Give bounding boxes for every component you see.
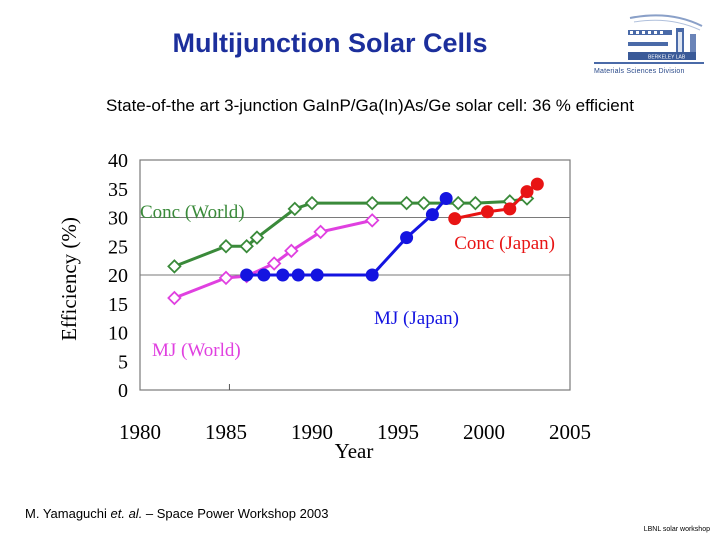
citation-source: – Space Power Workshop 2003 <box>142 506 329 521</box>
point-conc-world-0 <box>167 259 182 274</box>
y-tick-label-5: 5 <box>118 351 128 373</box>
efficiency-chart: 0 5 10 15 20 25 30 35 40 1980 1985 1990 1995 2000 2005… <box>57 150 591 463</box>
citation-etal: et. al. <box>110 506 143 521</box>
point-mj-japan-5 <box>365 268 379 282</box>
slide-subtitle: State-of-the art 3-junction GaInP/Ga(In)… <box>106 96 634 115</box>
point-conc-world-4 <box>287 201 303 217</box>
point-mj-japan-7 <box>425 208 439 222</box>
citation-author: M. Yamaguchi <box>25 506 111 521</box>
point-conc-world-8 <box>416 195 432 211</box>
y-axis-label: Efficiency (%) <box>57 217 81 341</box>
annotation-mj-world: MJ (World) <box>152 340 241 361</box>
point-conc-japan-0 <box>448 212 462 226</box>
logo-caption: Materials Sciences Division <box>594 68 685 75</box>
slide-title: Multijunction Solar Cells <box>172 28 488 58</box>
berkeley-lab-logo: BERKELEY LAB <box>594 14 704 64</box>
y-tick-label-35: 35 <box>108 179 128 201</box>
point-conc-japan-4 <box>530 177 544 191</box>
point-conc-world-10 <box>468 195 483 211</box>
x-tick-label-2005: 2005 <box>549 420 591 444</box>
point-conc-world-2 <box>239 238 254 254</box>
x-tick-label-2000: 2000 <box>463 420 505 444</box>
point-mj-japan-3 <box>291 268 305 282</box>
point-mj-japan-4 <box>310 268 324 282</box>
point-conc-japan-2 <box>503 202 517 216</box>
point-conc-japan-1 <box>480 205 494 219</box>
footer-label: LBNL solar workshop <box>643 526 710 533</box>
point-mj-japan-0 <box>240 268 254 282</box>
annotation-conc-world: Conc (World) <box>140 202 245 223</box>
point-mj-world-6 <box>364 213 380 228</box>
x-tick-label-1995: 1995 <box>377 420 419 444</box>
point-mj-japan-8 <box>439 192 453 206</box>
point-mj-world-0 <box>167 290 182 306</box>
point-conc-world-5 <box>304 195 320 211</box>
point-conc-world-3 <box>249 230 265 245</box>
y-tick-label-10: 10 <box>108 323 128 345</box>
point-conc-world-1 <box>218 238 234 254</box>
y-tick-label-25: 25 <box>108 236 128 258</box>
annotation-conc-japan: Conc (Japan) <box>454 233 555 254</box>
y-tick-label-20: 20 <box>108 265 128 287</box>
x-tick-label-1980: 1980 <box>119 420 161 444</box>
y-tick-label-15: 15 <box>108 294 128 316</box>
point-conc-japan-3 <box>520 185 534 199</box>
x-axis-label: Year <box>335 439 374 463</box>
point-mj-world-1 <box>218 270 234 286</box>
point-mj-japan-2 <box>276 268 290 282</box>
y-tick-label-40: 40 <box>108 150 128 172</box>
point-mj-world-5 <box>313 224 328 240</box>
x-tick-label-1990: 1990 <box>291 420 333 444</box>
y-tick-label-0: 0 <box>118 380 128 402</box>
point-conc-world-6 <box>364 195 380 211</box>
x-tick-label-1985: 1985 <box>205 420 247 444</box>
point-mj-world-3 <box>266 256 282 271</box>
annotation-mj-japan: MJ (Japan) <box>374 308 459 329</box>
citation: M. Yamaguchi et. al. – Space Power Works… <box>25 506 329 521</box>
y-tick-label-30: 30 <box>108 208 128 230</box>
logo-mini-text: BERKELEY LAB <box>648 55 686 61</box>
point-conc-world-9 <box>450 195 466 211</box>
point-conc-world-7 <box>399 195 414 211</box>
point-mj-japan-1 <box>257 268 271 282</box>
point-mj-world-4 <box>284 243 299 259</box>
point-mj-japan-6 <box>400 231 414 245</box>
